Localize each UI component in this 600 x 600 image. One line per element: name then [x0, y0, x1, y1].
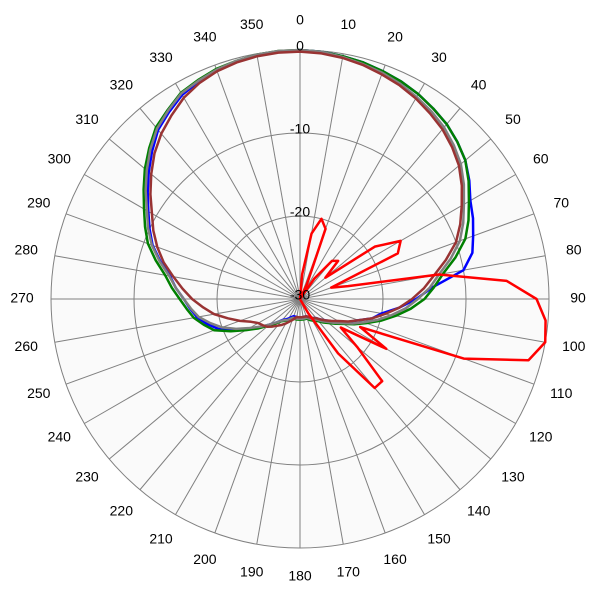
series-line: [144, 48, 466, 331]
theta-tick-label: 210: [149, 530, 173, 546]
theta-tick-label: 320: [110, 77, 134, 93]
grid-spoke: [256, 298, 301, 545]
theta-tick-label: 130: [501, 468, 525, 484]
series-line: [149, 50, 464, 328]
theta-tick-label: 170: [337, 563, 361, 579]
theta-tick-label: 140: [467, 503, 491, 519]
grid-circle: [216, 215, 384, 383]
grid-spoke: [299, 298, 344, 545]
theta-tick-label: 40: [471, 77, 487, 93]
r-tick-label: -30: [290, 287, 310, 303]
theta-tick-label: 200: [193, 551, 217, 567]
grid-spoke: [65, 298, 301, 385]
grid-spoke: [175, 83, 301, 300]
grid-spoke: [299, 53, 344, 300]
grid-spoke: [299, 174, 516, 300]
grid-spoke: [214, 64, 301, 300]
r-tick-label: -10: [290, 121, 310, 137]
theta-tick-label: 100: [562, 338, 586, 354]
theta-tick-label: 220: [110, 503, 134, 519]
grid-spoke: [299, 298, 425, 515]
theta-tick-label: 280: [15, 241, 39, 257]
theta-tick-label: 180: [288, 568, 312, 584]
theta-tick-label: 90: [570, 290, 586, 306]
theta-tick-label: 150: [427, 530, 451, 546]
theta-tick-label: 260: [15, 338, 39, 354]
theta-tick-label: 10: [340, 16, 356, 32]
grid-spoke: [299, 298, 386, 534]
theta-tick-label: 250: [27, 385, 51, 401]
theta-tick-label: 270: [10, 290, 34, 306]
grid-spoke: [299, 298, 492, 460]
grid-circle: [133, 132, 467, 466]
theta-tick-label: 70: [553, 195, 569, 211]
theta-tick-label: 160: [383, 551, 407, 567]
theta-tick-label: 0: [296, 12, 304, 28]
theta-tick-label: 190: [240, 563, 264, 579]
theta-tick-label: 290: [27, 195, 51, 211]
grid-spoke: [65, 213, 301, 300]
grid-spoke: [54, 255, 301, 300]
grid-spoke: [139, 107, 301, 300]
r-tick-label: -20: [290, 204, 310, 220]
theta-tick-label: 350: [240, 16, 264, 32]
grid-spoke: [299, 298, 461, 491]
grid-spoke: [175, 298, 301, 515]
theta-tick-label: 20: [387, 28, 403, 44]
r-tick-label: 0: [296, 38, 304, 54]
theta-tick-label: 340: [193, 28, 217, 44]
theta-tick-label: 230: [75, 468, 99, 484]
grid-spoke: [108, 138, 301, 300]
theta-tick-label: 300: [48, 151, 72, 167]
grid-spoke: [299, 298, 546, 343]
grid-spoke: [84, 298, 301, 424]
grid-spoke: [139, 298, 301, 491]
grid-spoke: [54, 298, 301, 343]
grid-spoke: [299, 83, 425, 300]
grid-spoke: [256, 53, 301, 300]
theta-tick-label: 50: [505, 111, 521, 127]
series-line: [298, 217, 547, 390]
theta-tick-label: 80: [566, 241, 582, 257]
grid-spoke: [214, 298, 301, 534]
theta-tick-label: 110: [550, 385, 573, 401]
theta-tick-label: 240: [48, 429, 72, 445]
theta-tick-label: 310: [75, 111, 99, 127]
theta-tick-label: 60: [533, 151, 549, 167]
grid-spoke: [299, 298, 535, 385]
theta-tick-label: 120: [529, 429, 553, 445]
theta-tick-label: 30: [431, 49, 447, 65]
theta-tick-label: 330: [149, 49, 173, 65]
grid-spoke: [84, 174, 301, 300]
